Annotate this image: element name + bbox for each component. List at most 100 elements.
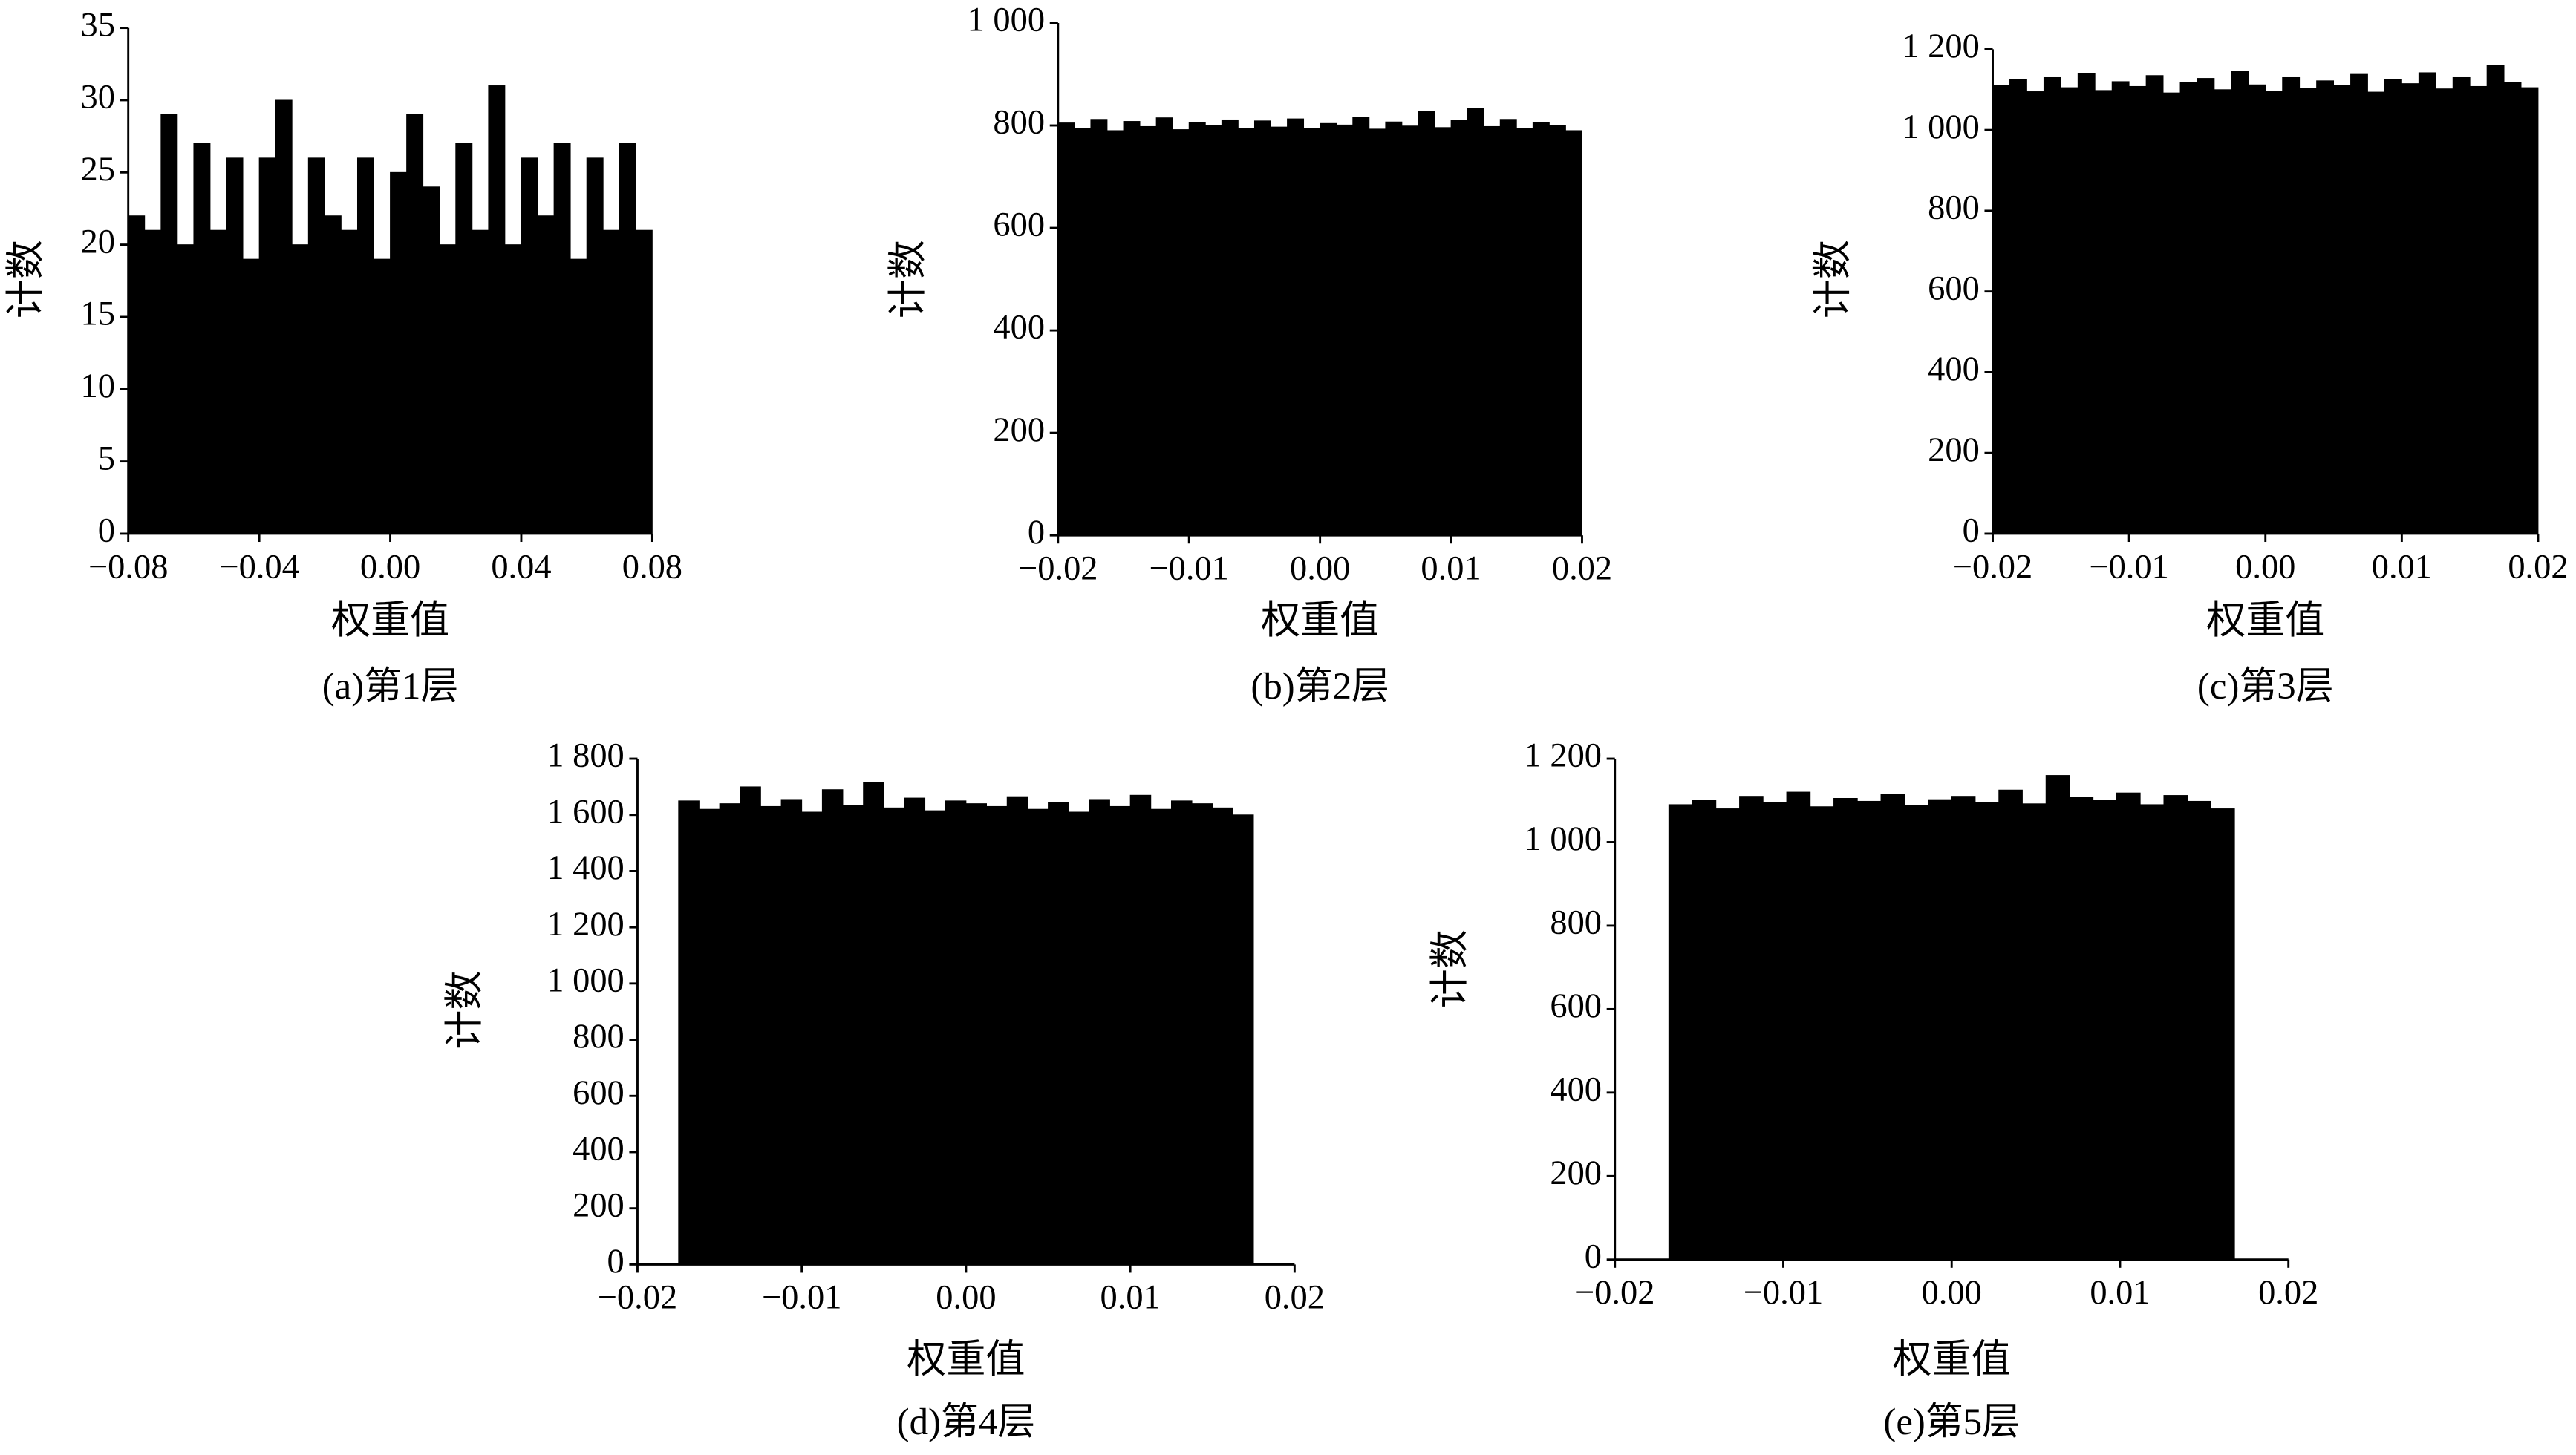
histogram-bar [423, 186, 440, 534]
y-tick-label: 400 [1550, 1070, 1602, 1108]
x-axis-label: 权重值 [907, 1338, 1025, 1381]
histogram-bar [472, 229, 489, 534]
histogram-bar [1129, 794, 1152, 1265]
y-tick-label: 200 [1550, 1154, 1602, 1192]
y-tick-label: 1 200 [547, 906, 624, 944]
histogram-bar [307, 157, 325, 534]
x-tick-label: −0.01 [1149, 549, 1228, 587]
histogram-bar [2026, 91, 2044, 534]
histogram-bar [2009, 79, 2027, 534]
histogram-bar [719, 803, 741, 1265]
histogram-bar [2187, 800, 2211, 1261]
histogram-bar [965, 803, 988, 1265]
y-tick-label: 1 200 [1902, 27, 1979, 65]
histogram-bar [193, 143, 211, 534]
histogram-bar [1139, 125, 1157, 536]
histogram-bar [925, 810, 946, 1265]
x-tick-label: 0.01 [1421, 549, 1481, 587]
histogram-bar [1385, 121, 1403, 536]
y-tick-label: 1 200 [1525, 737, 1602, 775]
histogram-bar [1992, 85, 2010, 534]
caption: (d)第4层 [897, 1402, 1036, 1443]
histogram-bar [2367, 91, 2385, 534]
x-tick-label: 0.02 [2508, 548, 2568, 586]
histogram-bar [1762, 802, 1787, 1261]
histogram-bar [2094, 90, 2113, 534]
histogram-bar [504, 244, 522, 534]
histogram-bar [2145, 75, 2164, 534]
histogram-bar [2248, 84, 2266, 534]
y-tick-label: 200 [573, 1186, 625, 1224]
histogram-bar [1109, 805, 1131, 1265]
y-tick-label: 800 [573, 1018, 625, 1056]
y-tick-label: 600 [1550, 987, 1602, 1025]
histogram-bar [2060, 87, 2078, 534]
y-tick-label: 1 000 [547, 962, 624, 1000]
histogram-bar [242, 258, 260, 534]
histogram-bar [1904, 805, 1928, 1261]
histogram-bar [945, 800, 967, 1265]
histogram-bar [1253, 120, 1271, 536]
histogram-bar [698, 808, 720, 1265]
x-tick-label: −0.08 [88, 548, 168, 586]
histogram-bar [1188, 122, 1206, 536]
histogram-bar [1155, 117, 1173, 536]
histogram-bar [1739, 796, 1764, 1261]
histogram-bar [2043, 76, 2061, 534]
x-tick-label: 0.02 [1265, 1279, 1325, 1317]
histogram-bar [678, 800, 700, 1265]
histogram-bar [2299, 88, 2318, 534]
caption: (e)第5层 [1883, 1402, 2020, 1443]
histogram-bar [586, 157, 604, 534]
histogram-bar [986, 805, 1008, 1265]
x-axis-label: 权重值 [1893, 1338, 2011, 1381]
x-tick-label: 0.08 [622, 548, 682, 586]
histogram-bar [160, 114, 178, 534]
histogram-bar [1548, 125, 1566, 536]
histogram-bar [128, 215, 146, 534]
histogram-bar [2179, 82, 2198, 534]
histogram-bar [2333, 85, 2351, 534]
histogram-bar [439, 244, 457, 534]
y-axis-label: 计数 [4, 240, 48, 318]
histogram-bar [842, 805, 864, 1265]
histogram-bar [1833, 798, 1858, 1261]
histogram-bar [1006, 796, 1028, 1265]
histogram-bar [177, 244, 195, 534]
x-tick-label: −0.02 [1953, 548, 2032, 586]
histogram-bar [1434, 127, 1452, 536]
histogram-bar [1668, 804, 1693, 1261]
histogram-bar [2282, 76, 2301, 534]
histogram-bar [1998, 789, 2023, 1261]
histogram-bar [1565, 130, 1582, 536]
histogram-bar [1715, 808, 1740, 1261]
histogram-bar [1204, 125, 1222, 536]
y-tick-label: 400 [1928, 350, 1980, 388]
x-tick-label: −0.04 [219, 548, 299, 586]
caption: (a)第1层 [322, 666, 459, 707]
histogram-bar [340, 229, 358, 534]
histogram-bar [2503, 82, 2522, 534]
histogram-bar [1123, 121, 1141, 536]
y-tick-label: 0 [607, 1243, 625, 1281]
histogram-bar [1221, 119, 1239, 536]
histogram-bar [1271, 126, 1288, 536]
histogram-bar [1928, 799, 1952, 1261]
histogram-bar [619, 143, 636, 534]
histogram-bar [1170, 800, 1193, 1265]
x-tick-label: −0.01 [2089, 548, 2168, 586]
x-tick-label: −0.01 [762, 1279, 841, 1317]
histogram-bar [1401, 125, 1419, 536]
histogram-bar [570, 258, 587, 534]
y-tick-label: 0 [98, 512, 115, 550]
caption: (b)第2层 [1250, 666, 1389, 707]
histogram-bar [1237, 128, 1255, 536]
y-tick-label: 800 [993, 104, 1045, 142]
histogram-bar [2520, 87, 2539, 534]
histogram-bar [1336, 124, 1354, 536]
y-axis-label: 计数 [1429, 929, 1472, 1008]
x-tick-label: 0.00 [2235, 548, 2295, 586]
histogram-bar [2401, 83, 2419, 534]
x-tick-label: 0.01 [1100, 1279, 1160, 1317]
